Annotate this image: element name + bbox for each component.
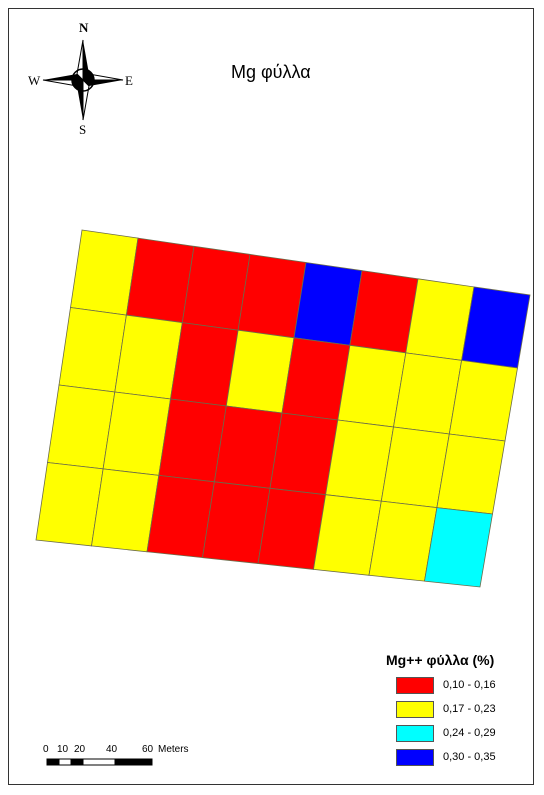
legend-label: 0,17 - 0,23 xyxy=(443,703,496,715)
legend-swatch xyxy=(396,700,434,718)
compass-west-label: W xyxy=(28,73,41,88)
scale-bar-graphic xyxy=(46,758,153,766)
legend-item-cyan: 0,24 - 0,29 xyxy=(386,724,536,742)
legend-item-yellow: 0,17 - 0,23 xyxy=(386,700,536,718)
legend-label: 0,10 - 0,16 xyxy=(443,679,496,691)
compass-rose-icon xyxy=(42,39,124,121)
compass-south-label: S xyxy=(79,122,87,137)
grid-cell-yellow xyxy=(436,433,506,515)
scale-tick-label: 0 xyxy=(43,744,49,755)
legend-item-red: 0,10 - 0,16 xyxy=(386,676,536,694)
legend-title: Mg++ φύλλα (%) xyxy=(386,652,495,668)
map-title: Mg φύλλα xyxy=(231,62,311,82)
legend-swatch xyxy=(396,676,434,694)
legend-label: 0,24 - 0,29 xyxy=(443,727,496,739)
grid-cell-blue xyxy=(461,286,531,369)
legend: Mg++ φύλλα (%) 0,10 - 0,16 0,17 - 0,23 0… xyxy=(386,652,536,772)
scale-tick-label: 10 xyxy=(57,744,69,755)
scale-tick-label: 20 xyxy=(74,744,86,755)
grid-cell-yellow xyxy=(58,307,127,393)
legend-label: 0,30 - 0,35 xyxy=(443,751,496,763)
north-arrow: N S E W xyxy=(28,20,138,140)
legend-swatch xyxy=(396,724,434,742)
compass-north-label: N xyxy=(79,20,89,35)
grid-cell-cyan xyxy=(424,507,493,588)
legend-item-blue: 0,30 - 0,35 xyxy=(386,748,536,766)
compass-east-label: E xyxy=(125,73,133,88)
scale-bar: 0 10 20 40 60 Meters xyxy=(40,744,200,774)
grid-cell-yellow xyxy=(70,229,139,316)
scale-tick-label: 60 xyxy=(142,744,154,755)
grid-cell-yellow xyxy=(448,359,518,442)
scale-tick-label: 40 xyxy=(106,744,118,755)
legend-swatch xyxy=(396,748,434,766)
scale-unit-label: Meters xyxy=(158,744,189,755)
